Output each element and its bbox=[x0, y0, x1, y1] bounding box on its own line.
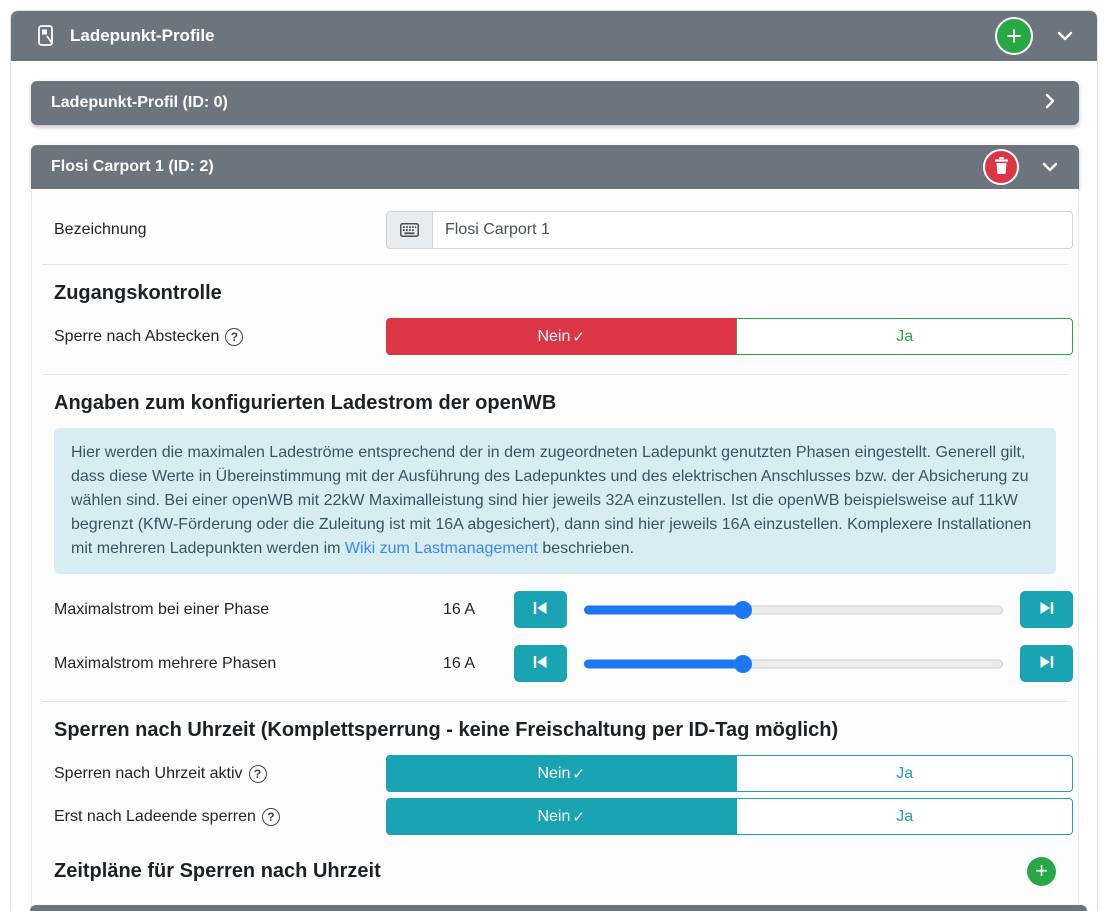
slider-label: Maximalstrom bei einer Phase bbox=[54, 600, 270, 618]
check-icon: ✓ bbox=[572, 328, 585, 346]
slider-min-button[interactable] bbox=[514, 591, 567, 628]
slider-label: Maximalstrom mehrere Phasen bbox=[54, 654, 277, 672]
divider bbox=[42, 701, 1068, 702]
toggle-nein-button[interactable]: Nein ✓ bbox=[386, 798, 737, 835]
sperren-nach-uhrzeit-heading: Sperren nach Uhrzeit (Komplettsperrung -… bbox=[54, 719, 839, 741]
keyboard-icon bbox=[386, 211, 432, 249]
current-slider[interactable] bbox=[584, 645, 1003, 682]
ladestrom-info-box: Hier werden die maximalen Ladeströme ent… bbox=[54, 428, 1056, 574]
ladeende-sperren-label: Erst nach Ladeende sperren bbox=[54, 807, 256, 825]
profile-2-card: Flosi Carport 1 (ID: 2) bbox=[31, 145, 1079, 911]
toggle-ja-button[interactable]: Ja bbox=[736, 755, 1073, 792]
zeitplaene-heading: Zeitpläne für Sperren nach Uhrzeit bbox=[54, 860, 381, 882]
collapse-chevron-down-icon[interactable] bbox=[1055, 26, 1075, 46]
next-profile-header-partial[interactable] bbox=[30, 905, 1087, 911]
bezeichnung-input-group bbox=[386, 211, 1073, 249]
chevron-right-icon bbox=[1041, 92, 1059, 115]
skip-backward-icon bbox=[533, 601, 548, 618]
bezeichnung-input[interactable] bbox=[432, 211, 1073, 249]
slider-fill bbox=[584, 659, 744, 668]
toggle-ja-button[interactable]: Ja bbox=[736, 798, 1073, 835]
slider-value: 16 A bbox=[442, 654, 476, 672]
profile-0-header[interactable]: Ladepunkt-Profil (ID: 0) bbox=[31, 81, 1079, 125]
current-slider[interactable] bbox=[584, 591, 1003, 628]
help-icon[interactable]: ? bbox=[261, 807, 280, 826]
ladestrom-heading: Angaben zum konfigurierten Ladestrom der… bbox=[54, 392, 557, 414]
zeitplaene-heading-row: Zeitpläne für Sperren nach Uhrzeit + bbox=[32, 841, 1078, 886]
maximalstrom-mehrere-phasen-row: Maximalstrom mehrere Phasen 16 A bbox=[32, 645, 1078, 701]
profile-2-body: Bezeichnung bbox=[31, 189, 1079, 911]
sperren-aktiv-toggle: Nein ✓ Ja bbox=[386, 755, 1073, 792]
sperre-nach-abstecken-label: Sperre nach Abstecken bbox=[54, 327, 220, 345]
ladeende-sperren-toggle: Nein ✓ Ja bbox=[386, 798, 1073, 835]
slider-max-button[interactable] bbox=[1020, 591, 1073, 628]
profile-2-header[interactable]: Flosi Carport 1 (ID: 2) bbox=[31, 145, 1079, 189]
divider bbox=[42, 264, 1068, 265]
help-icon[interactable]: ? bbox=[248, 764, 267, 783]
skip-forward-icon bbox=[1039, 655, 1054, 672]
sperre-nach-abstecken-row: Sperre nach Abstecken ? Nein ✓ Ja bbox=[32, 318, 1078, 374]
check-icon: ✓ bbox=[572, 765, 585, 783]
skip-forward-icon bbox=[1039, 601, 1054, 618]
slider-fill bbox=[584, 605, 744, 614]
slider-thumb[interactable] bbox=[734, 600, 753, 619]
check-icon: ✓ bbox=[572, 808, 585, 826]
profile-2-title: Flosi Carport 1 (ID: 2) bbox=[51, 158, 214, 175]
ladeende-sperren-row: Erst nach Ladeende sperren ? Nein ✓ Ja bbox=[32, 798, 1078, 835]
trash-icon bbox=[994, 157, 1009, 177]
maximalstrom-eine-phase-row: Maximalstrom bei einer Phase 16 A bbox=[32, 591, 1078, 628]
profile-0-title: Ladepunkt-Profil (ID: 0) bbox=[51, 94, 228, 111]
zugangskontrolle-heading: Zugangskontrolle bbox=[54, 282, 222, 304]
profile-2-chevron-down-icon[interactable] bbox=[1041, 158, 1059, 176]
bezeichnung-row: Bezeichnung bbox=[32, 189, 1078, 264]
sperren-aktiv-row: Sperren nach Uhrzeit aktiv ? Nein ✓ Ja bbox=[32, 755, 1078, 792]
slider-max-button[interactable] bbox=[1020, 645, 1073, 682]
slider-value: 16 A bbox=[442, 600, 476, 618]
plus-icon: + bbox=[1006, 20, 1022, 51]
help-icon[interactable]: ? bbox=[225, 327, 244, 346]
slider-thumb[interactable] bbox=[734, 654, 753, 673]
slider-min-button[interactable] bbox=[514, 645, 567, 682]
page-title: Ladepunkt-Profile bbox=[70, 26, 215, 45]
skip-backward-icon bbox=[533, 655, 548, 672]
toggle-ja-button[interactable]: Ja bbox=[736, 318, 1073, 355]
wiki-lastmanagement-link[interactable]: Wiki zum Lastmanagement bbox=[344, 540, 538, 557]
card-body: Ladepunkt-Profil (ID: 0) Flosi Carport 1… bbox=[11, 61, 1097, 911]
sperren-aktiv-label: Sperren nach Uhrzeit aktiv bbox=[54, 764, 243, 782]
sperre-nach-abstecken-toggle: Nein ✓ Ja bbox=[386, 318, 1073, 355]
ladepunkt-profile-card: Ladepunkt-Profile + Ladepunkt-Profil (ID… bbox=[10, 10, 1098, 911]
bezeichnung-label: Bezeichnung bbox=[54, 221, 147, 238]
toggle-nein-button[interactable]: Nein ✓ bbox=[386, 755, 737, 792]
divider bbox=[42, 374, 1068, 375]
add-profile-button[interactable]: + bbox=[995, 17, 1033, 55]
card-header: Ladepunkt-Profile + bbox=[11, 11, 1097, 61]
plus-icon: + bbox=[1035, 857, 1048, 883]
add-schedule-button[interactable]: + bbox=[1027, 857, 1056, 886]
toggle-nein-button[interactable]: Nein ✓ bbox=[386, 318, 737, 355]
delete-profile-button[interactable] bbox=[983, 149, 1019, 185]
charge-point-icon bbox=[35, 24, 57, 48]
info-text: Hier werden die maximalen Ladeströme ent… bbox=[71, 444, 1032, 557]
info-text-suffix: beschrieben. bbox=[537, 540, 634, 557]
